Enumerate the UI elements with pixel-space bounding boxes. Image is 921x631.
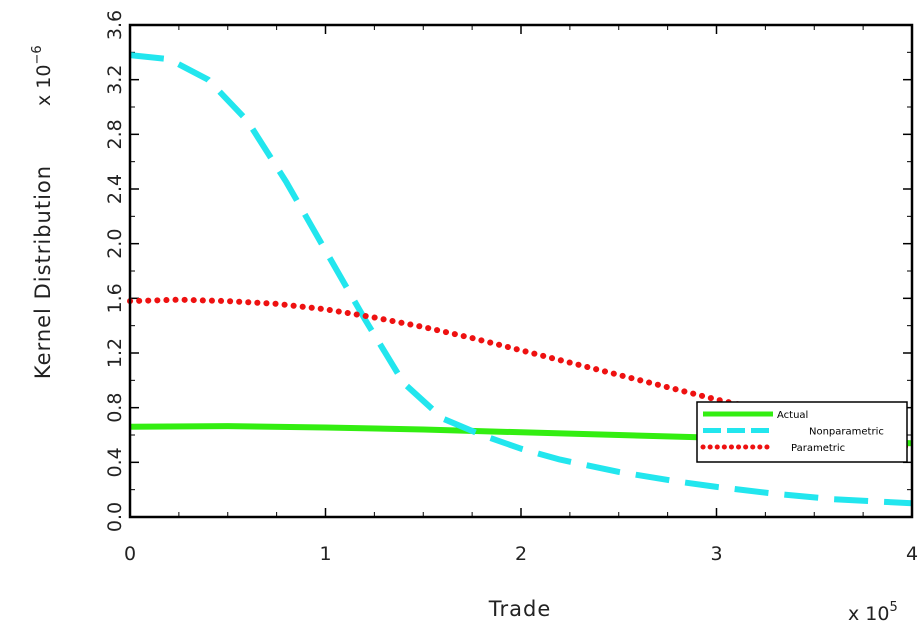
x-multiplier-base: x 10 (848, 603, 889, 625)
y-tick-labels: 0.0 0.4 0.8 1.2 1.6 2.0 2.4 2.8 3.2 3.6 (104, 10, 126, 532)
y-tick-label: 2.8 (104, 119, 126, 149)
x-multiplier-exponent: 5 (889, 600, 897, 615)
y-axis-label: Kernel Distribution (31, 165, 55, 379)
x-tick-label: 2 (515, 543, 527, 565)
x-axis-multiplier: x 105 (848, 600, 898, 625)
y-multiplier-exponent: −6 (30, 45, 45, 64)
legend-label-actual: Actual (777, 410, 808, 421)
y-tick-label: 2.0 (104, 229, 126, 259)
y-tick-label: 2.4 (104, 174, 126, 204)
x-tick-label: 3 (710, 543, 722, 565)
legend-label-nonparametric: Nonparametric (809, 427, 884, 438)
y-tick-label: 0.8 (104, 393, 126, 423)
x-tick-label: 0 (124, 543, 136, 565)
y-tick-label: 0.4 (104, 447, 126, 477)
legend-label-parametric: Parametric (791, 443, 845, 454)
x-tick-label: 1 (319, 543, 331, 565)
y-tick-label: 1.6 (104, 283, 126, 313)
x-tick-label: 4 (906, 543, 918, 565)
y-tick-label: 0.0 (104, 502, 126, 532)
x-axis-label: Trade (488, 597, 552, 621)
y-tick-label: 3.2 (104, 65, 126, 95)
y-tick-label: 3.6 (104, 10, 126, 40)
y-tick-label: 1.2 (104, 338, 126, 368)
x-tick-labels: 0 1 2 3 4 (124, 543, 918, 565)
y-multiplier-base: x 10 (33, 65, 55, 106)
y-axis-multiplier: x 10−6 (30, 45, 55, 106)
